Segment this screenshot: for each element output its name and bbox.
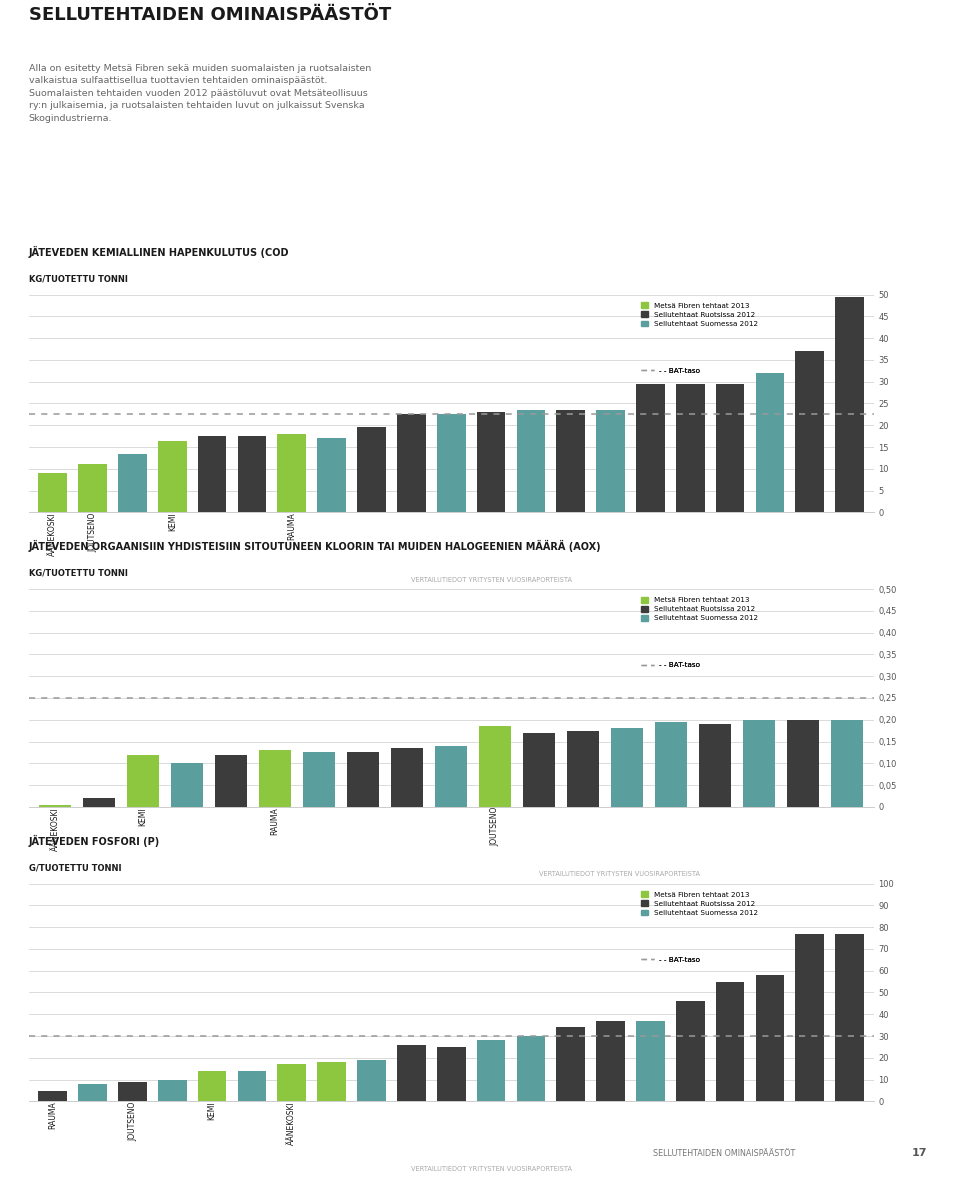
- Bar: [318, 438, 346, 512]
- Text: JOUTSENO: JOUTSENO: [491, 807, 500, 846]
- Bar: [277, 1065, 306, 1101]
- Bar: [557, 1027, 585, 1101]
- Bar: [437, 415, 466, 512]
- Text: JÄTEVEDEN KEMIALLINEN HAPENKULUTUS (COD: JÄTEVEDEN KEMIALLINEN HAPENKULUTUS (COD: [29, 246, 289, 258]
- Bar: [756, 975, 784, 1101]
- Bar: [38, 1091, 67, 1101]
- Bar: [357, 428, 386, 512]
- Bar: [78, 1084, 107, 1101]
- Text: G/TUOTETTU TONNI: G/TUOTETTU TONNI: [29, 863, 121, 873]
- Bar: [84, 799, 115, 807]
- Legend: - - BAT-taso: - - BAT-taso: [640, 662, 701, 668]
- Bar: [479, 727, 511, 807]
- Bar: [198, 436, 227, 512]
- Bar: [172, 763, 204, 807]
- Text: VERTAILUTIEDOT YRITYSTEN VUOSIRAPORTEISTA: VERTAILUTIEDOT YRITYSTEN VUOSIRAPORTEIST…: [411, 1165, 572, 1171]
- Bar: [596, 410, 625, 512]
- Text: 17: 17: [912, 1149, 927, 1158]
- Bar: [238, 1071, 266, 1101]
- Bar: [397, 415, 425, 512]
- Bar: [835, 934, 864, 1101]
- Text: JOUTSENO: JOUTSENO: [128, 1101, 137, 1140]
- Text: ÄÄNEKOSKI: ÄÄNEKOSKI: [48, 512, 58, 556]
- Bar: [198, 1071, 227, 1101]
- Bar: [436, 746, 467, 807]
- Legend: - - BAT-taso: - - BAT-taso: [640, 957, 701, 962]
- Bar: [636, 1021, 664, 1101]
- Bar: [743, 720, 775, 807]
- Text: KG/TUOTETTU TONNI: KG/TUOTETTU TONNI: [29, 274, 128, 284]
- Bar: [636, 384, 664, 512]
- Text: ÄÄNEKOSKI: ÄÄNEKOSKI: [287, 1101, 297, 1145]
- Bar: [676, 1001, 705, 1101]
- Text: KG/TUOTETTU TONNI: KG/TUOTETTU TONNI: [29, 569, 128, 578]
- Text: ÄÄNEKOSKI: ÄÄNEKOSKI: [51, 807, 60, 851]
- Bar: [215, 755, 247, 807]
- Bar: [259, 750, 291, 807]
- Text: KEMI: KEMI: [207, 1101, 217, 1120]
- Bar: [523, 733, 555, 807]
- Bar: [835, 297, 864, 512]
- Text: SELLUTEHTAIDEN OMINAISPÄÄSTÖT: SELLUTEHTAIDEN OMINAISPÄÄSTÖT: [653, 1149, 795, 1158]
- Bar: [716, 981, 745, 1101]
- Bar: [118, 1081, 147, 1101]
- Bar: [796, 934, 825, 1101]
- Bar: [38, 474, 67, 512]
- Bar: [596, 1021, 625, 1101]
- Text: RAUMA: RAUMA: [287, 512, 297, 541]
- Text: VERTAILUTIEDOT YRITYSTEN VUOSIRAPORTEISTA: VERTAILUTIEDOT YRITYSTEN VUOSIRAPORTEIST…: [411, 576, 572, 583]
- Text: JÄTEVEDEN FOSFORI (P): JÄTEVEDEN FOSFORI (P): [29, 835, 160, 847]
- Bar: [318, 1063, 346, 1101]
- Bar: [277, 434, 306, 512]
- Bar: [118, 454, 147, 512]
- Text: SELLUTEHTAIDEN OMINAISPÄÄSTÖT: SELLUTEHTAIDEN OMINAISPÄÄSTÖT: [29, 6, 391, 24]
- Text: RAUMA: RAUMA: [48, 1101, 58, 1130]
- Bar: [477, 1040, 505, 1101]
- Text: RAUMA: RAUMA: [271, 807, 279, 835]
- Bar: [516, 410, 545, 512]
- Bar: [348, 753, 379, 807]
- Bar: [676, 384, 705, 512]
- Bar: [787, 720, 819, 807]
- Bar: [796, 351, 825, 512]
- Legend: - - BAT-taso: - - BAT-taso: [640, 368, 701, 373]
- Bar: [700, 724, 732, 807]
- Bar: [78, 464, 107, 512]
- Bar: [157, 441, 186, 512]
- Bar: [756, 373, 784, 512]
- Bar: [831, 720, 863, 807]
- Bar: [238, 436, 266, 512]
- Text: JOUTSENO: JOUTSENO: [88, 512, 97, 551]
- Text: KEMI: KEMI: [138, 807, 148, 826]
- Text: JÄTEVEDEN ORGAANISIIN YHDISTEISIIN SITOUTUNEEN KLOORIN TAI MUIDEN HALOGEENIEN MÄ: JÄTEVEDEN ORGAANISIIN YHDISTEISIIN SITOU…: [29, 541, 601, 552]
- Bar: [157, 1079, 186, 1101]
- Bar: [437, 1047, 466, 1101]
- Bar: [656, 722, 687, 807]
- Bar: [392, 748, 423, 807]
- Text: VERTAILUTIEDOT YRITYSTEN VUOSIRAPORTEISTA: VERTAILUTIEDOT YRITYSTEN VUOSIRAPORTEIST…: [540, 871, 700, 876]
- Text: KEMI: KEMI: [168, 512, 177, 531]
- Text: Alla on esitetty Metsä Fibren sekä muiden suomalaisten ja ruotsalaisten
valkaist: Alla on esitetty Metsä Fibren sekä muide…: [29, 64, 372, 123]
- Bar: [303, 753, 335, 807]
- Bar: [557, 410, 585, 512]
- Bar: [357, 1060, 386, 1101]
- Bar: [477, 412, 505, 512]
- Bar: [39, 805, 71, 807]
- Bar: [516, 1037, 545, 1101]
- Bar: [716, 384, 745, 512]
- Bar: [612, 728, 643, 807]
- Bar: [128, 755, 159, 807]
- Bar: [567, 730, 599, 807]
- Bar: [397, 1045, 425, 1101]
